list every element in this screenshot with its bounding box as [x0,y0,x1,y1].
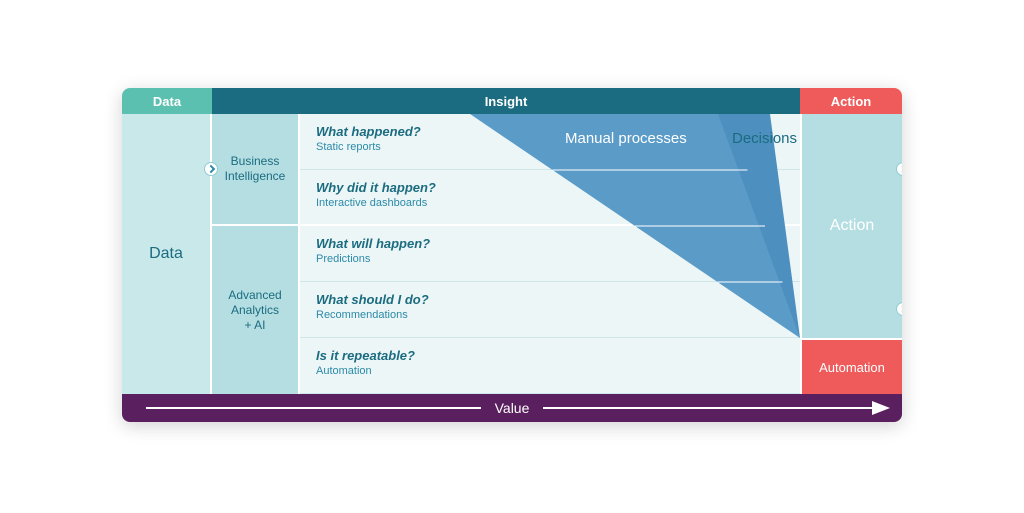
action-bottom-label: Automation [819,360,885,375]
action-top: Action [802,114,902,338]
value-row: Value [122,394,902,422]
header-insight: Insight [212,88,800,114]
category-bi-label: Business Intelligence [225,154,286,184]
question-subtitle: Static reports [316,141,800,153]
question-row: What happened? Static reports [300,114,800,170]
category-bi: Business Intelligence [212,114,298,226]
question-row: Why did it happen? Interactive dashboard… [300,170,800,226]
header-action: Action [800,88,902,114]
value-label: Value [481,400,544,416]
action-column: Action Automation [800,114,902,394]
question-rows: What happened? Static reports Why did it… [300,114,800,394]
body-row: Data Business Intelligence Advanced Anal… [122,114,902,394]
question-title: Why did it happen? [316,180,800,195]
chevron-right-icon [896,162,902,176]
question-row: Is it repeatable? Automation [300,338,800,394]
action-bottom: Automation [802,338,902,394]
insight-column: Business Intelligence Advanced Analytics… [212,114,800,394]
question-title: What will happen? [316,236,800,251]
chevron-right-icon [204,162,218,176]
category-advanced: Advanced Analytics + AI [212,226,298,394]
question-title: What should I do? [316,292,800,307]
question-subtitle: Predictions [316,253,800,265]
question-subtitle: Recommendations [316,309,800,321]
header-row: Data Insight Action [122,88,902,114]
arrow-right-icon [872,401,890,415]
question-subtitle: Automation [316,365,800,377]
category-column: Business Intelligence Advanced Analytics… [212,114,300,394]
question-title: What happened? [316,124,800,139]
data-column-label: Data [149,245,183,263]
data-column: Data [122,114,212,394]
chevron-right-icon [896,302,902,316]
category-advanced-label: Advanced Analytics + AI [228,288,281,333]
question-title: Is it repeatable? [316,348,800,363]
question-subtitle: Interactive dashboards [316,197,800,209]
diagram-card: Data Insight Action Data Business Intell… [122,88,902,422]
question-row: What will happen? Predictions [300,226,800,282]
header-data: Data [122,88,212,114]
question-row: What should I do? Recommendations [300,282,800,338]
action-top-label: Action [830,217,874,235]
